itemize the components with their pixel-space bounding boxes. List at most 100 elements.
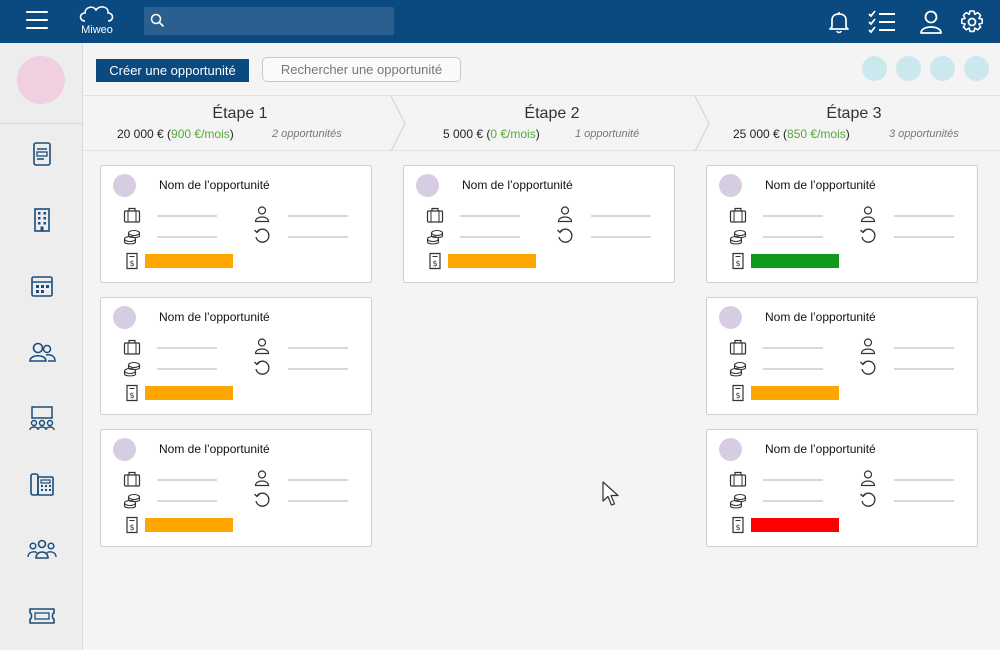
placeholder-line — [763, 347, 823, 349]
cursor-icon — [602, 481, 619, 506]
opportunity-card[interactable]: Nom de l’opportunité $ — [706, 297, 978, 415]
placeholder-line — [894, 479, 954, 481]
gear-icon[interactable] — [959, 9, 985, 35]
svg-text:$: $ — [129, 523, 134, 532]
stage-separator — [694, 96, 710, 151]
opportunity-avatar — [113, 174, 136, 197]
search-icon — [150, 13, 165, 28]
search-input[interactable] — [168, 11, 388, 31]
opportunity-card[interactable]: Nom de l’opportunité $ — [706, 165, 978, 283]
opportunity-avatar — [113, 438, 136, 461]
placeholder-line — [460, 236, 520, 238]
status-bar — [751, 518, 839, 532]
document-icon[interactable] — [27, 139, 57, 169]
placeholder-line — [157, 215, 217, 217]
bell-icon[interactable] — [826, 9, 852, 35]
opportunity-name: Nom de l’opportunité — [765, 310, 876, 324]
placeholder-line — [763, 215, 823, 217]
team-icon[interactable] — [27, 535, 57, 565]
placeholder-line — [763, 236, 823, 238]
svg-text:$: $ — [735, 523, 740, 532]
briefcase-icon — [123, 339, 141, 355]
svg-text:$: $ — [129, 259, 134, 268]
stage-count: 3 opportunités — [889, 128, 959, 140]
global-search[interactable] — [144, 7, 394, 35]
placeholder-line — [288, 347, 348, 349]
opportunity-name: Nom de l’opportunité — [159, 442, 270, 456]
placeholder-line — [894, 368, 954, 370]
briefcase-icon — [123, 471, 141, 487]
placeholder-line — [894, 215, 954, 217]
create-opportunity-button[interactable]: Créer une opportunité — [96, 59, 249, 82]
left-sidebar — [0, 43, 83, 650]
opportunity-card[interactable]: Nom de l’opportunité $ — [100, 429, 372, 547]
placeholder-line — [288, 215, 348, 217]
invoice-icon: $ — [732, 384, 744, 402]
opportunity-name: Nom de l’opportunité — [765, 178, 876, 192]
search-opportunity-button[interactable]: Rechercher une opportunité — [262, 57, 461, 82]
user-avatar[interactable] — [896, 56, 921, 81]
placeholder-line — [894, 236, 954, 238]
opportunity-name: Nom de l’opportunité — [159, 310, 270, 324]
coins-icon — [729, 361, 747, 377]
status-bar — [751, 254, 839, 268]
stage-amount: 20 000 € (900 €/mois) — [117, 127, 234, 141]
history-icon — [254, 228, 270, 243]
phone-icon[interactable] — [27, 469, 57, 499]
stage-separator — [390, 96, 406, 151]
svg-text:$: $ — [735, 391, 740, 400]
history-icon — [254, 360, 270, 375]
stage-count: 2 opportunités — [272, 128, 342, 140]
briefcase-icon — [123, 207, 141, 223]
briefcase-icon — [729, 471, 747, 487]
coins-icon — [729, 229, 747, 245]
stage-header-3[interactable]: Étape 3 25 000 € (850 €/mois) 3 opportun… — [708, 96, 1000, 151]
contacts-icon[interactable] — [27, 337, 57, 367]
stage-header-2[interactable]: Étape 2 5 000 € (0 €/mois) 1 opportunité — [404, 96, 700, 151]
cloud-icon — [79, 6, 114, 22]
user-avatar[interactable] — [930, 56, 955, 81]
placeholder-line — [288, 500, 348, 502]
history-icon — [860, 360, 876, 375]
placeholder-line — [157, 236, 217, 238]
placeholder-line — [894, 500, 954, 502]
avatar[interactable] — [17, 56, 65, 104]
coins-icon — [426, 229, 444, 245]
opportunity-avatar — [113, 306, 136, 329]
pipeline-stages: Étape 1 20 000 € (900 €/mois) 2 opportun… — [84, 96, 1000, 151]
placeholder-line — [763, 479, 823, 481]
stage-header-1[interactable]: Étape 1 20 000 € (900 €/mois) 2 opportun… — [84, 96, 396, 151]
history-icon — [860, 228, 876, 243]
status-bar — [145, 518, 233, 532]
coins-icon — [123, 493, 141, 509]
history-icon — [557, 228, 573, 243]
svg-text:$: $ — [432, 259, 437, 268]
calendar-icon[interactable] — [27, 271, 57, 301]
user-avatar[interactable] — [964, 56, 989, 81]
user-icon[interactable] — [918, 9, 944, 35]
opportunity-card[interactable]: Nom de l’opportunité $ — [403, 165, 675, 283]
stage-title: Étape 1 — [212, 105, 268, 122]
user-avatar[interactable] — [862, 56, 887, 81]
opportunity-card[interactable]: Nom de l’opportunité $ — [100, 165, 372, 283]
invoice-icon: $ — [126, 516, 138, 534]
placeholder-line — [460, 215, 520, 217]
placeholder-line — [288, 479, 348, 481]
meeting-icon[interactable] — [27, 403, 57, 433]
building-icon[interactable] — [27, 205, 57, 235]
app-logo[interactable]: Miweo — [76, 3, 118, 39]
history-icon — [860, 492, 876, 507]
opportunity-card[interactable]: Nom de l’opportunité $ — [706, 429, 978, 547]
svg-text:$: $ — [129, 391, 134, 400]
menu-icon[interactable] — [26, 11, 48, 31]
tasks-icon[interactable] — [867, 9, 897, 35]
status-bar — [145, 254, 233, 268]
ticket-icon[interactable] — [27, 601, 57, 631]
person-icon — [860, 338, 876, 355]
opportunity-avatar — [719, 438, 742, 461]
divider — [0, 123, 83, 124]
opportunity-avatar — [719, 174, 742, 197]
invoice-icon: $ — [732, 252, 744, 270]
status-bar — [751, 386, 839, 400]
opportunity-card[interactable]: Nom de l’opportunité $ — [100, 297, 372, 415]
